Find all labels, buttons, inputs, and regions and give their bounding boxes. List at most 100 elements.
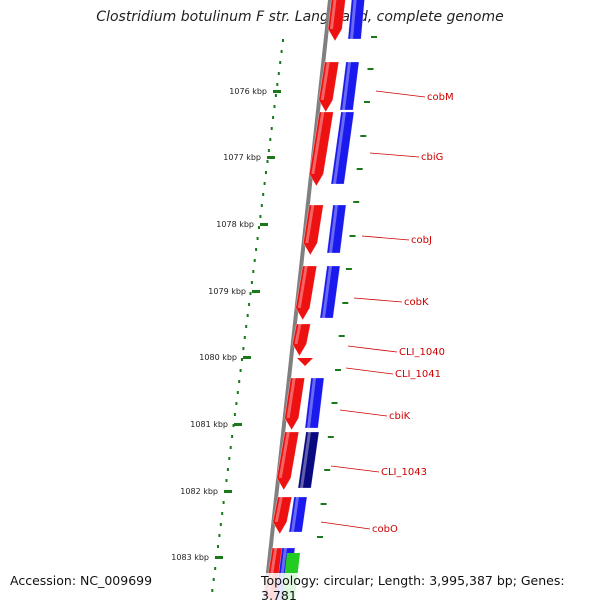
gene-label[interactable]: CLI_1041	[395, 369, 441, 380]
minor-tick	[222, 501, 225, 504]
ruler-tick-right	[320, 503, 327, 505]
label-leader-line	[361, 235, 410, 241]
gene-bar[interactable]	[304, 377, 325, 429]
gene-label[interactable]: cobM	[427, 92, 454, 103]
minor-tick	[232, 424, 235, 427]
ruler-label: 1083 kbp	[171, 553, 209, 562]
gene-bar[interactable]	[347, 0, 365, 40]
feature-highlight	[278, 432, 290, 478]
cds-arrow[interactable]	[284, 377, 305, 431]
minor-tick	[225, 479, 228, 482]
accession-text: Accession: NC_009699	[8, 573, 155, 588]
minor-tick	[245, 325, 248, 328]
gene-label[interactable]: CLI_1040	[399, 347, 445, 358]
minor-tick	[228, 457, 231, 460]
feature-highlight	[307, 378, 316, 428]
minor-tick	[246, 314, 249, 317]
minor-tick	[274, 94, 277, 97]
minor-tick	[218, 534, 221, 537]
gene-bar[interactable]	[319, 265, 341, 319]
feature-highlight	[286, 378, 296, 418]
major-tick	[215, 556, 223, 559]
cds-arrow[interactable]	[297, 358, 313, 366]
ruler-tick-right	[371, 36, 377, 38]
gene-bar[interactable]	[326, 204, 347, 254]
cds-arrow[interactable]	[318, 61, 340, 113]
minor-tick	[282, 39, 284, 42]
minor-tick	[242, 347, 245, 350]
minor-tick	[259, 215, 262, 218]
minor-tick	[273, 105, 276, 108]
cds-arrow[interactable]	[276, 431, 300, 491]
ruler-label: 1080 kbp	[199, 353, 237, 362]
minor-tick	[238, 380, 241, 383]
cds-arrow[interactable]	[309, 111, 334, 187]
ruler-tick-right	[335, 369, 341, 371]
feature-highlight	[297, 266, 308, 308]
minor-tick	[217, 545, 219, 548]
label-leader-line	[345, 367, 394, 375]
gene-label[interactable]: cbiG	[421, 152, 443, 163]
topology-text: Topology: circular; Length: 3,995,387 bp…	[259, 573, 600, 600]
ruler-label: 1076 kbp	[229, 87, 267, 96]
feature-highlight	[322, 266, 332, 318]
feature-highlight	[333, 112, 346, 184]
minor-tick	[265, 171, 267, 174]
minor-tick	[256, 237, 259, 240]
ruler-label: 1081 kbp	[190, 420, 228, 429]
minor-tick	[263, 182, 266, 185]
gene-bar[interactable]	[339, 61, 360, 111]
ruler-major-ticks: 1076 kbp 1077 kbp 1078 kbp 1079 kbp 1080 kbp…	[171, 87, 281, 562]
minor-tick	[239, 369, 242, 372]
minor-tick	[248, 303, 251, 306]
ruler-tick-right	[317, 536, 323, 538]
feature-highlight	[291, 497, 299, 532]
ruler-label: 1078 kbp	[216, 220, 254, 229]
ruler-label: 1077 kbp	[223, 153, 261, 162]
cds-arrow[interactable]	[303, 204, 324, 256]
minor-tick	[276, 83, 279, 86]
feature-highlight	[350, 0, 357, 39]
major-tick	[243, 356, 251, 359]
gene-bar[interactable]	[297, 431, 320, 489]
cds-arrow[interactable]	[272, 496, 293, 535]
minor-tick	[272, 116, 275, 119]
gene-label[interactable]: cbiK	[389, 411, 411, 422]
cds-arrow[interactable]	[327, 0, 346, 42]
cds-arrow[interactable]	[292, 323, 311, 357]
feature-highlight	[274, 497, 283, 522]
gene-label[interactable]: cobJ	[411, 235, 432, 246]
minor-tick	[229, 446, 232, 449]
minor-tick	[212, 578, 215, 581]
ruler-tick-right	[345, 268, 352, 270]
ruler-tick-right	[342, 302, 349, 304]
feature-highlight	[320, 62, 330, 100]
ruler-label: 1079 kbp	[208, 287, 246, 296]
major-tick	[252, 290, 260, 293]
gene-label[interactable]: CLI_1043	[381, 467, 427, 478]
minor-tick	[267, 149, 270, 152]
ruler-tick-right	[367, 68, 374, 70]
gene-label[interactable]: cobO	[372, 524, 398, 535]
major-tick	[224, 490, 232, 493]
minor-tick	[236, 391, 239, 394]
gene-label[interactable]: cobK	[404, 297, 429, 308]
gene-bar[interactable]	[330, 111, 355, 185]
minor-tick	[252, 270, 255, 273]
minor-tick	[250, 281, 253, 284]
feature-highlight	[294, 324, 302, 344]
cds-arrow[interactable]	[295, 265, 318, 321]
minor-tick	[262, 193, 265, 196]
minor-tick	[279, 61, 282, 64]
minor-tick	[270, 127, 273, 130]
gene-bar[interactable]	[288, 496, 308, 533]
minor-tick	[266, 160, 269, 163]
label-leader-line	[353, 297, 403, 303]
minor-tick	[233, 413, 236, 416]
label-leader-line	[330, 465, 380, 473]
minor-tick	[231, 435, 234, 438]
feature-track	[264, 0, 365, 600]
label-leader-line	[339, 409, 388, 417]
minor-tick	[235, 402, 238, 405]
minor-tick	[214, 567, 217, 570]
